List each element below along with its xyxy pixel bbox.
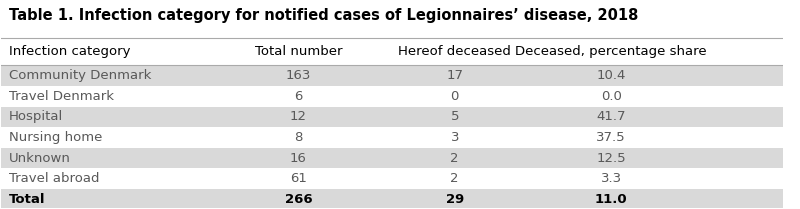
Text: Travel abroad: Travel abroad [10,172,100,185]
Text: 12: 12 [290,110,307,123]
Text: 3: 3 [450,131,459,144]
Bar [2,65,783,86]
Text: 5: 5 [450,110,459,123]
Text: Travel Denmark: Travel Denmark [10,90,114,103]
Text: Table 1. Infection category for notified cases of Legionnaires’ disease, 2018: Table 1. Infection category for notified… [10,8,638,23]
Text: 12.5: 12.5 [596,152,626,164]
Text: 11.0: 11.0 [594,193,627,206]
Bar [2,127,783,148]
Text: 0: 0 [450,90,459,103]
Text: 3.3: 3.3 [601,172,622,185]
Text: Hospital: Hospital [10,110,63,123]
Text: Total: Total [10,193,46,206]
Text: Nursing home: Nursing home [10,131,102,144]
Text: 8: 8 [294,131,302,144]
Text: Total number: Total number [254,45,342,58]
Text: 0.0: 0.0 [601,90,622,103]
Text: 29: 29 [446,193,464,206]
Text: 17: 17 [446,69,463,82]
Text: 2: 2 [450,152,459,164]
Bar [2,107,783,127]
Bar [2,148,783,168]
Text: 41.7: 41.7 [596,110,626,123]
Text: 266: 266 [285,193,312,206]
Text: 61: 61 [290,172,307,185]
Bar [2,189,783,209]
Text: Deceased, percentage share: Deceased, percentage share [515,45,707,58]
Text: 6: 6 [294,90,302,103]
Text: 163: 163 [286,69,311,82]
Text: Unknown: Unknown [10,152,71,164]
Text: 37.5: 37.5 [596,131,626,144]
Bar [2,38,783,65]
Text: Community Denmark: Community Denmark [10,69,151,82]
Text: Hereof deceased: Hereof deceased [398,45,511,58]
Bar [2,86,783,107]
Text: 2: 2 [450,172,459,185]
Text: 16: 16 [290,152,307,164]
Bar [2,168,783,189]
Text: 10.4: 10.4 [596,69,626,82]
Text: Infection category: Infection category [10,45,130,58]
